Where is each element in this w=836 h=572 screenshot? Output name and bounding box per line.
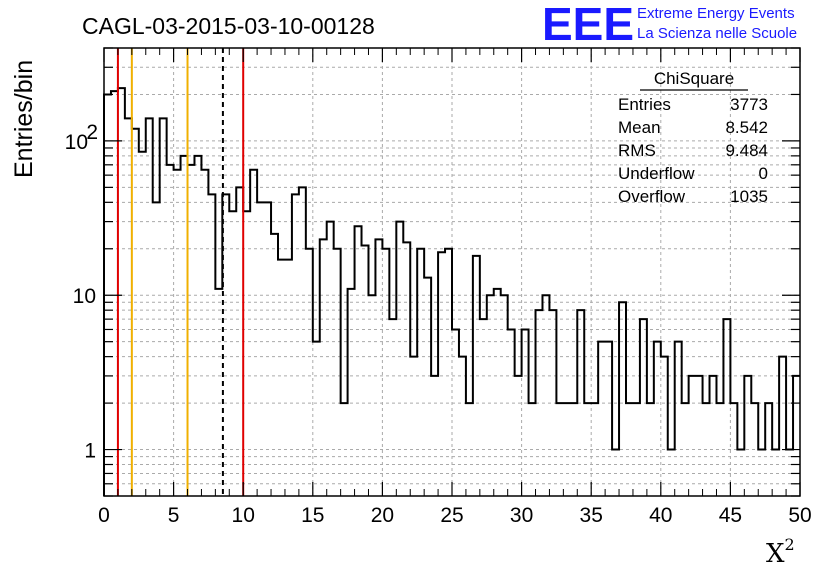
logo-line1: Extreme Energy Events — [637, 5, 795, 22]
x-tick-label: 0 — [98, 504, 110, 527]
logo: EEE Extreme Energy Events La Scienza nel… — [542, 0, 797, 50]
x-tick-label: 45 — [719, 504, 742, 527]
axes — [103, 47, 801, 497]
y-tick-label: 1 — [84, 440, 96, 463]
x-tick-label: 20 — [371, 504, 394, 527]
chart-title: CAGL-03-2015-03-10-00128 — [82, 13, 375, 39]
stats-value: 1035 — [730, 187, 768, 206]
y-tick-label: 10 — [73, 285, 96, 308]
x-tick-label: 25 — [440, 504, 463, 527]
stats-label: Mean — [618, 118, 661, 137]
stats-value: 3773 — [730, 95, 768, 114]
x-tick-label: 15 — [301, 504, 324, 527]
marker-lines — [116, 48, 245, 496]
y-tick-label: 10 — [65, 131, 88, 154]
y-tick-label-exponent: 2 — [86, 121, 98, 144]
logo-eee: EEE — [542, 0, 634, 50]
y-axis-label: Entries/bin — [10, 60, 38, 178]
x-tick-label: 30 — [510, 504, 533, 527]
x-tick-label: 5 — [168, 504, 180, 527]
x-axis-label-base: X — [766, 539, 785, 569]
x-tick-label: 35 — [580, 504, 603, 527]
stats-label: Underflow — [618, 164, 695, 183]
stats-title: ChiSquare — [654, 69, 734, 88]
x-tick-label: 10 — [232, 504, 255, 527]
stats-label: RMS — [618, 141, 656, 160]
x-axis-label-sup: 2 — [785, 535, 795, 554]
histogram-outline — [103, 87, 800, 496]
x-axis-label: X2 — [766, 535, 795, 569]
x-tick-label: 50 — [788, 504, 811, 527]
x-tick-label: 40 — [649, 504, 672, 527]
stats-rows: Entries 3773 Mean 8.542 RMS 9.484 Underflow 0 Ov… — [618, 95, 768, 206]
stats-value: 0 — [759, 164, 768, 183]
logo-line2: La Scienza nelle Scuole — [637, 25, 797, 42]
stats-label: Entries — [618, 95, 671, 114]
stats-label: Overflow — [618, 187, 686, 206]
stats-value: 8.542 — [725, 118, 768, 137]
stats-value: 9.484 — [725, 141, 768, 160]
stats-box: ChiSquare Entries 3773 Mean 8.542 RMS 9.484 Un… — [618, 69, 768, 206]
histogram — [103, 87, 800, 496]
